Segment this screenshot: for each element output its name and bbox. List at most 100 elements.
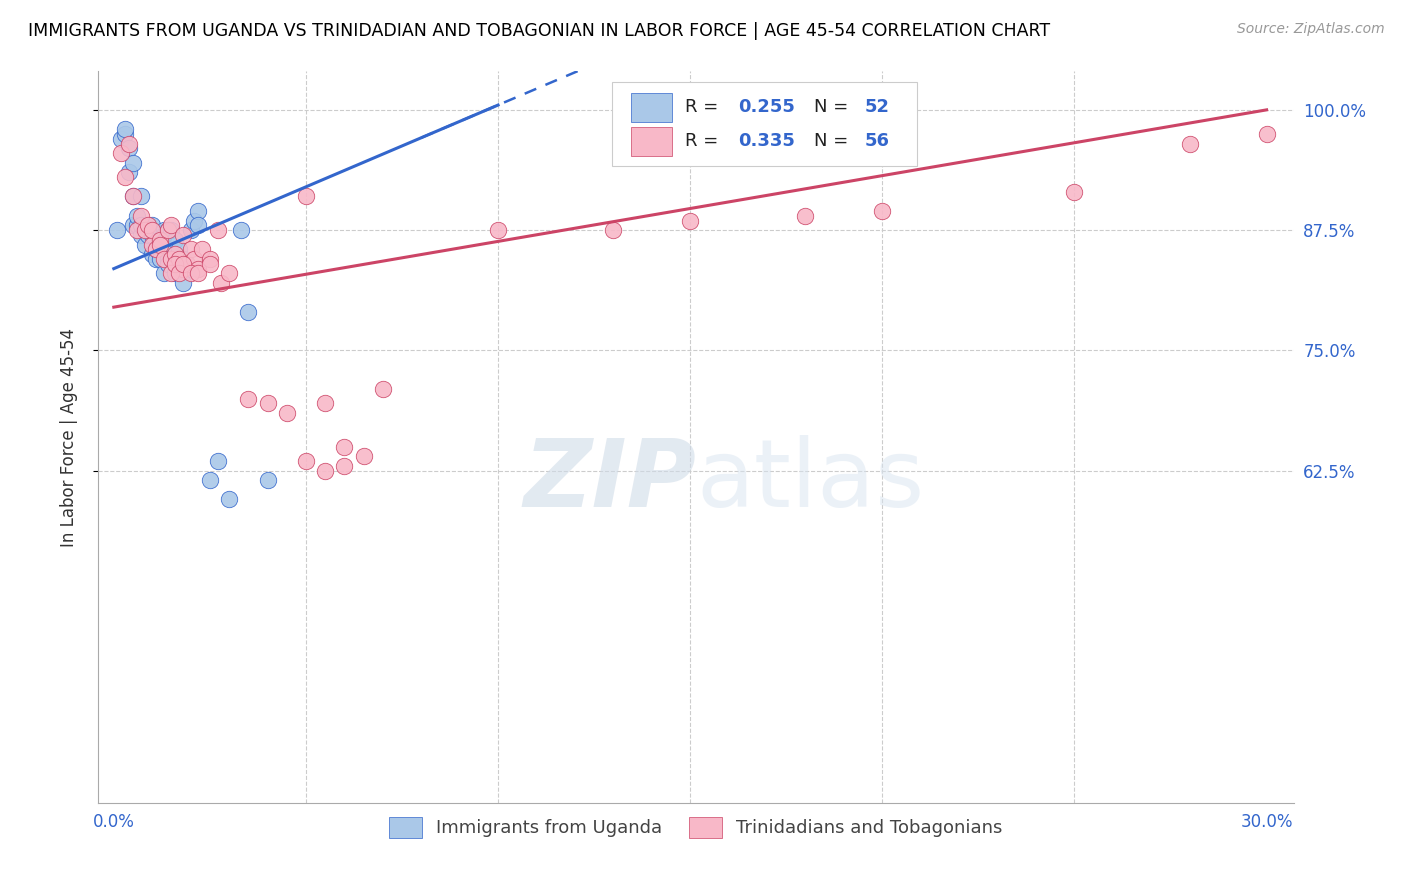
Point xyxy=(118,141,141,155)
Point xyxy=(333,458,356,473)
Text: N =: N = xyxy=(814,98,855,117)
Point xyxy=(172,276,194,290)
Point xyxy=(172,252,194,266)
Text: N =: N = xyxy=(814,132,855,150)
Point xyxy=(218,491,240,506)
Point xyxy=(129,227,152,242)
Point xyxy=(149,233,172,247)
Point xyxy=(110,146,132,161)
Point xyxy=(145,243,167,257)
Point xyxy=(209,276,232,290)
Point xyxy=(122,189,145,203)
Point xyxy=(295,454,318,468)
Point xyxy=(149,233,172,247)
Point xyxy=(602,223,624,237)
Point xyxy=(256,474,278,488)
Point xyxy=(176,261,198,276)
Point xyxy=(138,219,160,233)
Point xyxy=(238,305,260,319)
Point xyxy=(110,132,132,146)
Text: atlas: atlas xyxy=(696,435,924,527)
Point xyxy=(333,440,356,454)
Point xyxy=(187,219,209,233)
Point xyxy=(134,237,156,252)
Point xyxy=(125,219,148,233)
Text: IMMIGRANTS FROM UGANDA VS TRINIDADIAN AND TOBAGONIAN IN LABOR FORCE | AGE 45-54 : IMMIGRANTS FROM UGANDA VS TRINIDADIAN AN… xyxy=(28,22,1050,40)
Point xyxy=(156,223,179,237)
Point xyxy=(191,243,214,257)
Point xyxy=(122,189,145,203)
Point xyxy=(187,203,209,218)
Point xyxy=(160,223,183,237)
Point xyxy=(295,189,318,203)
Point xyxy=(180,267,202,281)
Point xyxy=(156,252,179,266)
Point xyxy=(207,454,229,468)
Point xyxy=(141,247,163,261)
Point xyxy=(156,223,179,237)
Point xyxy=(176,257,198,271)
Point xyxy=(160,252,183,266)
Point xyxy=(122,155,145,169)
Text: 0.255: 0.255 xyxy=(738,98,794,117)
Text: 56: 56 xyxy=(865,132,890,150)
Text: 52: 52 xyxy=(865,98,890,117)
Point xyxy=(314,464,336,478)
Point xyxy=(180,243,202,257)
FancyBboxPatch shape xyxy=(631,127,672,156)
Point xyxy=(125,209,148,223)
Point xyxy=(152,243,174,257)
Point xyxy=(114,170,136,185)
Point xyxy=(794,209,817,223)
Point xyxy=(129,209,152,223)
Point xyxy=(167,267,190,281)
FancyBboxPatch shape xyxy=(613,82,917,167)
Text: R =: R = xyxy=(685,132,724,150)
Point xyxy=(187,267,209,281)
Point xyxy=(165,252,187,266)
Point xyxy=(276,406,298,420)
Point xyxy=(141,219,163,233)
Point xyxy=(198,252,221,266)
Point xyxy=(118,136,141,151)
Point xyxy=(125,223,148,237)
Text: ZIP: ZIP xyxy=(523,435,696,527)
Text: Source: ZipAtlas.com: Source: ZipAtlas.com xyxy=(1237,22,1385,37)
Point xyxy=(149,252,172,266)
Point xyxy=(165,257,187,271)
Point xyxy=(207,223,229,237)
Point xyxy=(1063,185,1085,199)
Point xyxy=(134,223,156,237)
Point xyxy=(141,227,163,242)
Point xyxy=(118,165,141,179)
Point xyxy=(114,127,136,141)
Point xyxy=(1178,136,1201,151)
Point xyxy=(152,227,174,242)
Text: R =: R = xyxy=(685,98,724,117)
Point xyxy=(229,223,252,237)
Point xyxy=(129,219,152,233)
Point xyxy=(238,392,260,406)
Point xyxy=(486,223,509,237)
Point xyxy=(141,237,163,252)
Point xyxy=(141,223,163,237)
Point xyxy=(872,203,894,218)
Point xyxy=(160,267,183,281)
Point xyxy=(183,252,205,266)
Point xyxy=(187,261,209,276)
Point xyxy=(129,189,152,203)
Point xyxy=(353,450,375,464)
Text: 0.335: 0.335 xyxy=(738,132,794,150)
Point xyxy=(167,252,190,266)
Point xyxy=(152,267,174,281)
Point xyxy=(165,247,187,261)
Point xyxy=(122,219,145,233)
Point xyxy=(218,267,240,281)
Y-axis label: In Labor Force | Age 45-54: In Labor Force | Age 45-54 xyxy=(59,327,77,547)
Point xyxy=(165,233,187,247)
Point xyxy=(149,237,172,252)
Point xyxy=(134,223,156,237)
Point xyxy=(114,122,136,136)
Legend: Immigrants from Uganda, Trinidadians and Tobagonians: Immigrants from Uganda, Trinidadians and… xyxy=(382,810,1010,845)
Point xyxy=(198,474,221,488)
